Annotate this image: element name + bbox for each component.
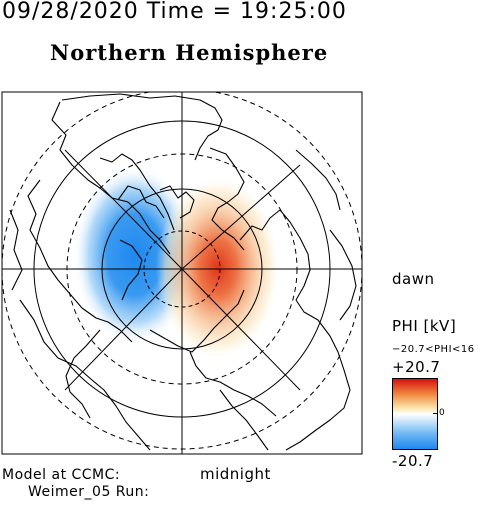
hemisphere-title: Northern Hemisphere [50, 40, 329, 65]
colorbar-max-label: +20.7 [392, 358, 441, 376]
datetime-title: 09/28/2020 Time = 19:25:00 [2, 0, 347, 24]
colorbar-zero-label: 0 [439, 408, 446, 418]
meridian-diagonal-d [64, 149, 183, 270]
meridian-diagonal-a [181, 164, 301, 270]
colorbar-title: PHI [kV] [392, 317, 457, 335]
midnight-label: midnight [200, 465, 271, 483]
meridian-diagonal-c [64, 268, 183, 391]
dawn-label: dawn [392, 270, 435, 288]
model-label: Model at CCMC: [2, 467, 121, 483]
polar-potential-map [1, 91, 363, 455]
run-label: Weimer_05 Run: [28, 484, 150, 500]
coastlines [9, 93, 357, 451]
colorbar-min-label: -20.7 [392, 452, 434, 470]
map-frame [1, 91, 363, 455]
positive-potential-cell [156, 176, 280, 360]
meridian-diagonal-b [181, 268, 301, 391]
colorbar-zero-tick [433, 413, 437, 414]
colorbar [392, 378, 438, 450]
colorbar-range-text: −20.7<PHI<16 [392, 345, 475, 355]
